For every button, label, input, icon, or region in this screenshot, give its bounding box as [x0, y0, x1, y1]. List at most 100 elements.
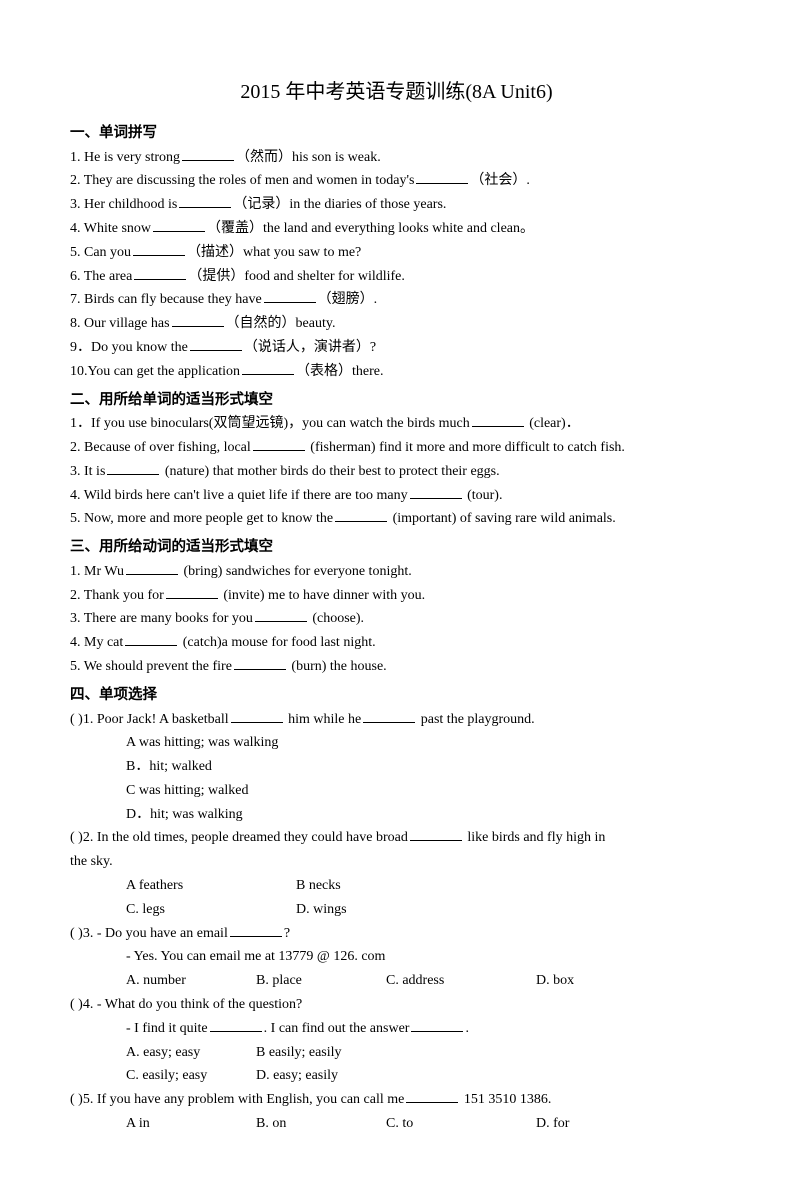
blank	[264, 288, 316, 303]
s2-q4-a: 4. Wild birds here can't live a quiet li…	[70, 488, 408, 503]
s1-q1: 1. He is very strong（然而）his son is weak.	[70, 146, 723, 170]
s4-q5-opt-c: C. to	[386, 1112, 536, 1136]
s4-q5-opt-d: D. for	[536, 1112, 569, 1136]
s2-q2-a: 2. Because of over fishing, local	[70, 440, 251, 455]
s1-q5-b: （描述）what you saw to me?	[187, 245, 361, 260]
s4-q2-opt-d: D. wings	[296, 898, 347, 922]
s4-q1-opt-c: C was hitting; walked	[70, 779, 723, 803]
s3-q3-b: (choose).	[309, 611, 364, 626]
s3-q2-a: 2. Thank you for	[70, 588, 164, 603]
blank	[182, 146, 234, 161]
s4-q3-opt-b: B. place	[256, 969, 386, 993]
s4-q4-opt-a: A. easy; easy	[126, 1041, 256, 1065]
s1-q8-a: 8. Our village has	[70, 316, 170, 331]
s2-q5-b: (important) of saving rare wild animals.	[389, 511, 616, 526]
s1-q1-b: （然而）his son is weak.	[236, 150, 381, 165]
s1-q3-a: 3. Her childhood is	[70, 197, 177, 212]
s1-q9: 9．Do you know the（说话人，演讲者）?	[70, 336, 723, 360]
blank	[107, 460, 159, 475]
s2-q2-b: (fisherman) find it more and more diffic…	[307, 440, 625, 455]
s3-q2-b: (invite) me to have dinner with you.	[220, 588, 425, 603]
blank	[126, 560, 178, 575]
blank	[406, 1088, 458, 1103]
s2-q4: 4. Wild birds here can't live a quiet li…	[70, 484, 723, 508]
s2-q1: 1．If you use binoculars(双筒望远镜)，you can w…	[70, 412, 723, 436]
s1-q9-b: （说话人，演讲者）?	[244, 340, 376, 355]
blank	[210, 1017, 262, 1032]
s2-q3-a: 3. It is	[70, 464, 105, 479]
s2-q4-b: (tour).	[464, 488, 503, 503]
blank	[172, 312, 224, 327]
blank	[335, 507, 387, 522]
blank	[133, 241, 185, 256]
blank	[179, 193, 231, 208]
s4-q2-a: ( )2. In the old times, people dreamed t…	[70, 830, 408, 845]
s2-q5-a: 5. Now, more and more people get to know…	[70, 511, 333, 526]
s4-q3-a: ( )3. - Do you have an email	[70, 926, 228, 941]
s2-q5: 5. Now, more and more people get to know…	[70, 507, 723, 531]
blank	[134, 265, 186, 280]
s4-q2-opt-c: C. legs	[126, 898, 296, 922]
s4-q3-b: ?	[284, 926, 290, 941]
blank	[166, 584, 218, 599]
s4-q4-opt-d: D. easy; easily	[256, 1064, 338, 1088]
page-title: 2015 年中考英语专题训练(8A Unit6)	[70, 75, 723, 109]
blank	[253, 436, 305, 451]
s1-q6-b: （提供）food and shelter for wildlife.	[188, 269, 405, 284]
s1-q4: 4. White snow（覆盖）the land and everything…	[70, 217, 723, 241]
blank	[234, 655, 286, 670]
s4-q3-row: A. numberB. placeC. addressD. box	[70, 969, 723, 993]
blank	[190, 336, 242, 351]
s3-q4: 4. My cat (catch)a mouse for food last n…	[70, 631, 723, 655]
blank	[416, 169, 468, 184]
s1-q10: 10.You can get the application（表格）there.	[70, 360, 723, 384]
s4-q2-opt-b: B necks	[296, 874, 341, 898]
blank	[363, 708, 415, 723]
s1-q7: 7. Birds can fly because they have（翅膀）.	[70, 288, 723, 312]
s3-q4-b: (catch)a mouse for food last night.	[179, 635, 375, 650]
s1-q8: 8. Our village has（自然的）beauty.	[70, 312, 723, 336]
s3-q5-b: (burn) the house.	[288, 659, 387, 674]
s4-q4-sub-b: . I can find out the answer	[264, 1021, 410, 1036]
blank	[230, 922, 282, 937]
s1-q10-b: （表格）there.	[296, 364, 383, 379]
blank	[411, 1017, 463, 1032]
s4-q1-opt-a: A was hitting; was walking	[70, 731, 723, 755]
s3-q3: 3. There are many books for you (choose)…	[70, 607, 723, 631]
s1-q3: 3. Her childhood is（记录）in the diaries of…	[70, 193, 723, 217]
s4-q2-b: like birds and fly high in	[464, 830, 606, 845]
s4-q1-opt-b: B．hit; walked	[70, 755, 723, 779]
s3-q4-a: 4. My cat	[70, 635, 123, 650]
s4-q2-opt-a: A feathers	[126, 874, 296, 898]
s1-q6-a: 6. The area	[70, 269, 132, 284]
s4-q4-sub: - I find it quite. I can find out the an…	[70, 1017, 723, 1041]
s1-q4-a: 4. White snow	[70, 221, 151, 236]
s4-q2-stem2: the sky.	[70, 850, 723, 874]
s4-q5-a: ( )5. If you have any problem with Engli…	[70, 1092, 404, 1107]
s1-q2-a: 2. They are discussing the roles of men …	[70, 173, 414, 188]
blank	[410, 826, 462, 841]
s4-q2-row2: C. legsD. wings	[70, 898, 723, 922]
s2-q3-b: (nature) that mother birds do their best…	[161, 464, 499, 479]
s3-q1-a: 1. Mr Wu	[70, 564, 124, 579]
s3-q2: 2. Thank you for (invite) me to have din…	[70, 584, 723, 608]
s4-q1-a: ( )1. Poor Jack! A basketball	[70, 712, 229, 727]
blank	[153, 217, 205, 232]
s4-q3-sub: - Yes. You can email me at 13779 @ 126. …	[70, 945, 723, 969]
section2-header: 二、用所给单词的适当形式填空	[70, 388, 723, 413]
blank	[231, 708, 283, 723]
s1-q7-a: 7. Birds can fly because they have	[70, 292, 262, 307]
s1-q2-b: （社会）.	[470, 173, 530, 188]
s3-q1-b: (bring) sandwiches for everyone tonight.	[180, 564, 412, 579]
s3-q5: 5. We should prevent the fire (burn) the…	[70, 655, 723, 679]
s4-q1-opt-d: D．hit; was walking	[70, 803, 723, 827]
s4-q4-row1: A. easy; easyB easily; easily	[70, 1041, 723, 1065]
s4-q4-opt-b: B easily; easily	[256, 1041, 342, 1065]
s4-q3-opt-c: C. address	[386, 969, 536, 993]
s4-q1-b: him while he	[285, 712, 362, 727]
s4-q5-opt-b: B. on	[256, 1112, 386, 1136]
blank	[242, 360, 294, 375]
s1-q5: 5. Can you（描述）what you saw to me?	[70, 241, 723, 265]
s4-q1-c: past the playground.	[417, 712, 534, 727]
s2-q2: 2. Because of over fishing, local (fishe…	[70, 436, 723, 460]
